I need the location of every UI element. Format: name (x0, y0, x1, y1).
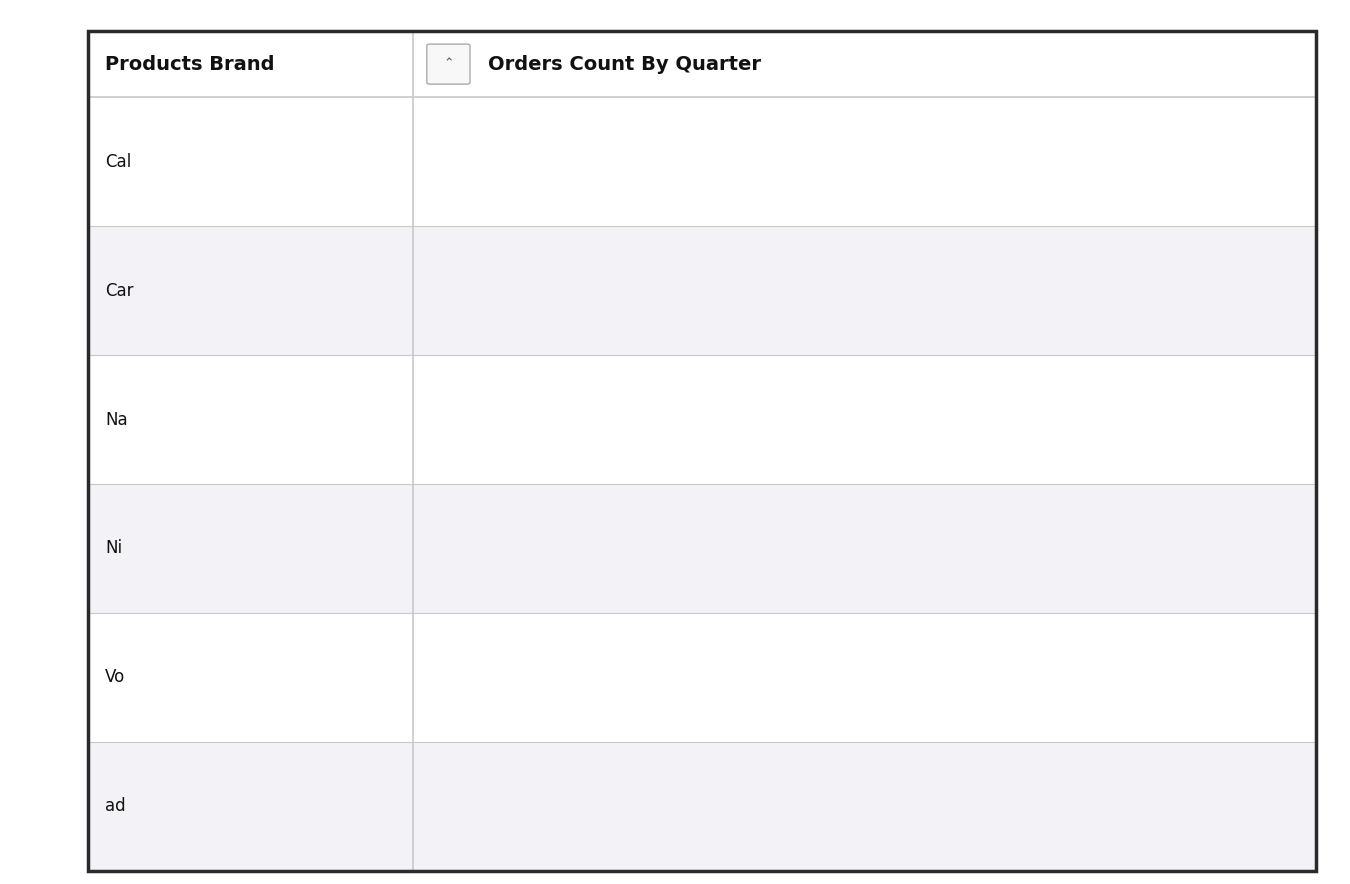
Text: Car: Car (105, 282, 134, 300)
Text: ⌃: ⌃ (443, 57, 454, 71)
Text: Products Brand: Products Brand (105, 55, 275, 73)
Text: ad: ad (105, 797, 126, 815)
Text: Na: Na (105, 410, 128, 429)
Text: Cal: Cal (105, 153, 131, 171)
Text: Vo: Vo (105, 668, 126, 686)
Text: Orders Count By Quarter: Orders Count By Quarter (487, 55, 760, 73)
Text: Ni: Ni (105, 539, 123, 558)
